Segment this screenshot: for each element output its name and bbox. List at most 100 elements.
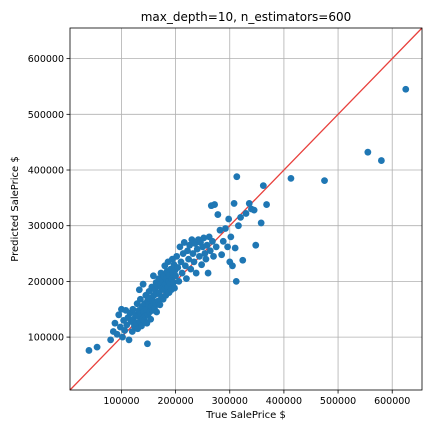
reference-line (69, 27, 423, 391)
data-point (402, 85, 410, 93)
data-point (216, 226, 224, 234)
data-point (93, 343, 101, 351)
data-point (225, 215, 233, 223)
data-point (209, 237, 216, 245)
data-point (201, 250, 209, 257)
data-point (252, 241, 260, 249)
data-points (85, 85, 410, 354)
data-point (149, 272, 157, 280)
data-point (257, 219, 265, 227)
data-point (173, 252, 181, 260)
data-point (202, 255, 210, 263)
data-point (229, 262, 236, 270)
data-point (139, 280, 147, 288)
data-point (189, 250, 197, 257)
data-point (183, 275, 190, 283)
data-point (107, 336, 115, 344)
data-point (287, 174, 295, 182)
data-point (206, 247, 214, 255)
data-point (171, 284, 178, 292)
data-point (193, 245, 201, 253)
data-point (186, 241, 194, 249)
data-point (174, 264, 182, 271)
data-point (222, 225, 229, 232)
data-point (85, 347, 93, 354)
data-point (137, 295, 144, 303)
data-point (177, 258, 185, 266)
y-tick-label: 100000 (28, 333, 64, 344)
grid-lines (70, 28, 422, 390)
data-point (185, 255, 192, 263)
data-point (190, 258, 198, 266)
data-point (321, 177, 328, 184)
data-point (180, 239, 188, 246)
data-point (377, 157, 385, 164)
data-point (119, 333, 126, 341)
data-point (138, 322, 145, 330)
data-point (232, 278, 240, 285)
data-point (115, 311, 123, 319)
data-point (128, 328, 136, 335)
x-tick-label: 300000 (212, 396, 248, 407)
x-tick-label: 100000 (103, 396, 139, 407)
y-axis-ticks: 100000 200000 300000 400000 500000 600000 (28, 54, 70, 344)
data-point (192, 269, 200, 277)
data-point (239, 256, 247, 264)
data-point (200, 234, 208, 242)
y-tick-label: 200000 (28, 277, 64, 288)
x-tick-label: 400000 (266, 396, 302, 407)
data-point (203, 241, 211, 249)
x-tick-label: 600000 (374, 396, 410, 407)
data-point (212, 243, 220, 251)
data-point (111, 319, 119, 327)
data-point (121, 327, 129, 334)
data-point (170, 279, 177, 286)
x-axis-label: True SalePrice $ (205, 410, 286, 421)
data-point (250, 206, 258, 214)
data-point (263, 201, 270, 208)
data-point (196, 252, 203, 260)
data-point (184, 247, 191, 255)
data-point (245, 200, 253, 207)
y-tick-label: 300000 (28, 221, 64, 232)
x-axis-ticks: 100000 200000 300000 400000 500000 600000 (103, 390, 410, 407)
reference-line-group (69, 27, 423, 391)
data-point (176, 243, 184, 251)
x-tick-label: 500000 (320, 396, 356, 407)
data-point (224, 243, 231, 251)
data-point (198, 261, 205, 269)
data-point (364, 148, 372, 156)
data-point (219, 237, 227, 245)
data-point (233, 173, 241, 181)
data-point (125, 336, 133, 344)
x-tick-label: 200000 (157, 396, 193, 407)
y-tick-label: 400000 (28, 166, 64, 177)
data-point (178, 269, 186, 277)
data-point (218, 251, 226, 259)
data-point (204, 269, 212, 277)
data-point (129, 305, 137, 313)
data-point (259, 182, 267, 190)
data-point (227, 233, 235, 241)
data-point (237, 213, 244, 221)
data-point (156, 301, 164, 309)
data-point (214, 211, 222, 218)
data-point (153, 308, 161, 316)
data-point (113, 330, 121, 338)
y-tick-label: 500000 (28, 110, 64, 121)
data-point (242, 210, 250, 217)
data-point (235, 222, 242, 230)
data-point (230, 200, 238, 207)
y-axis-label: Predicted SalePrice $ (10, 156, 21, 261)
data-point (147, 315, 155, 323)
data-point (187, 265, 195, 273)
data-point (181, 262, 189, 270)
data-point (144, 340, 151, 348)
plot-frame (69, 27, 423, 391)
data-point (135, 286, 143, 294)
y-tick-label: 600000 (28, 54, 64, 65)
chart-title: max_depth=10, n_estimators=600 (141, 10, 352, 24)
data-point (210, 252, 217, 260)
data-point (231, 244, 239, 252)
